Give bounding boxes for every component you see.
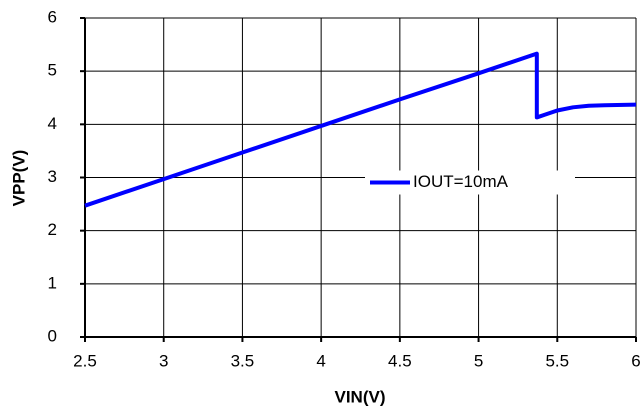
- y-axis-title: VPP(V): [9, 150, 28, 207]
- x-tick-label: 4: [316, 351, 325, 370]
- x-tick-label: 4.5: [388, 351, 412, 370]
- x-tick-label: 6: [631, 351, 640, 370]
- y-tick-label: 6: [48, 7, 57, 26]
- y-tick-label: 1: [48, 273, 57, 292]
- y-tick-label: 3: [48, 167, 57, 186]
- x-tick-label: 5: [474, 351, 483, 370]
- x-axis-title: VIN(V): [335, 387, 386, 406]
- x-tick-label: 5.5: [545, 351, 569, 370]
- x-tick-label: 2.5: [73, 351, 97, 370]
- y-tick-label: 2: [48, 220, 57, 239]
- y-tick-label: 5: [48, 61, 57, 80]
- series-line: [84, 51, 637, 208]
- y-tick-label: 0: [48, 326, 57, 345]
- legend-label: IOUT=10mA: [413, 172, 509, 191]
- x-tick-label: 3: [159, 351, 168, 370]
- y-tick-label: 4: [48, 114, 57, 133]
- x-tick-label: 3.5: [231, 351, 255, 370]
